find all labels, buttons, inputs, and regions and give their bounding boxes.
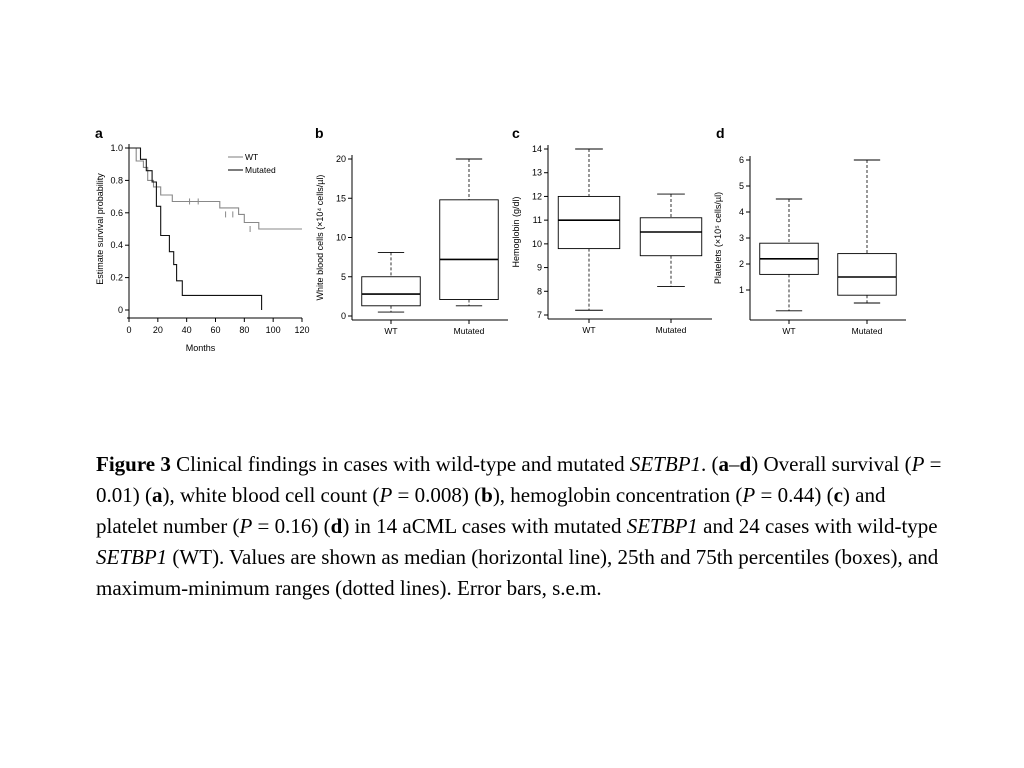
y-tick-label: 0.4 [110, 240, 123, 250]
caption-gene: SETBP1 [626, 514, 698, 538]
y-tick-label: 0 [341, 311, 346, 321]
x-tick-label: 0 [126, 325, 131, 335]
caption-panel-ref: c [833, 483, 843, 507]
y-axis-label: Hemoglobin (g/dl) [511, 196, 521, 267]
x-tick-label: Mutated [656, 325, 687, 335]
box-iqr [439, 199, 499, 300]
caption-text: = 0.01) ( [96, 452, 942, 507]
y-tick-label: 1.0 [110, 143, 123, 153]
legend-label-wt: WT [245, 152, 258, 162]
x-tick-label: Mutated [852, 326, 883, 336]
x-tick-label: 80 [239, 325, 249, 335]
box-iqr [837, 253, 897, 296]
series-line-mutated [129, 147, 263, 310]
box-iqr [557, 195, 621, 250]
y-tick-label: 11 [533, 215, 542, 225]
y-tick-label: 15 [336, 193, 346, 203]
caption-panel-ref: b [481, 483, 493, 507]
y-tick-label: 0.2 [110, 273, 123, 283]
y-tick-label: 20 [336, 154, 346, 164]
caption-text: and 24 cases with wild-type [697, 514, 938, 538]
y-tick-label: 0.6 [110, 208, 123, 218]
x-tick-label: 120 [294, 325, 309, 335]
caption-figure-label: Figure 3 [96, 452, 171, 476]
caption-text: ), white blood cell count ( [162, 483, 380, 507]
y-axis-label: White blood cells (×10⁴ cells/µl) [315, 175, 325, 301]
caption-text: (WT). Values are shown as median (horizo… [96, 545, 939, 600]
y-tick-label: 1 [739, 285, 744, 295]
y-tick-label: 4 [739, 207, 744, 217]
y-tick-label: 6 [739, 155, 744, 165]
y-axis-label: Estimate survival probability [95, 173, 105, 285]
y-tick-label: 10 [336, 233, 346, 243]
y-tick-label: 13 [532, 168, 542, 178]
y-tick-label: 12 [532, 191, 542, 201]
figure-caption: Figure 3 Clinical findings in cases with… [96, 449, 946, 604]
y-tick-label: 5 [739, 181, 744, 191]
panel-label-c: c [512, 125, 520, 141]
caption-text: ) in 14 aCML cases with mutated [342, 514, 627, 538]
x-tick-label: WT [582, 325, 595, 335]
x-tick-label: 40 [182, 325, 192, 335]
y-tick-label: 14 [532, 144, 542, 154]
caption-panel-ref: d [739, 452, 752, 476]
caption-text: ), hemoglobin concentration ( [492, 483, 743, 507]
series-line-wt [129, 147, 302, 230]
y-tick-label: 3 [739, 233, 744, 243]
caption-text: Clinical findings in cases with wild-typ… [170, 452, 630, 476]
panel-label-b: b [315, 125, 324, 141]
caption-text: = 0.16) ( [252, 514, 331, 538]
x-tick-label: 60 [210, 325, 220, 335]
caption-text: = 0.44) ( [755, 483, 834, 507]
caption-panel-ref: a [718, 452, 730, 476]
y-tick-label: 7 [537, 310, 542, 320]
caption-gene: SETBP1 [96, 545, 168, 569]
x-tick-label: WT [782, 326, 795, 336]
y-tick-label: 5 [341, 272, 346, 282]
panel-label-d: d [716, 125, 725, 141]
caption-panel-ref: d [330, 514, 343, 538]
x-axis-label: Months [186, 343, 216, 353]
caption-p-symbol: P [379, 483, 393, 507]
y-tick-label: 9 [537, 263, 542, 273]
caption-panel-ref: a [152, 483, 163, 507]
panel-label-a: a [95, 125, 103, 141]
y-axis-label: Platelets (×10⁵ cells/µl) [713, 192, 723, 284]
caption-p-symbol: P [239, 514, 253, 538]
x-tick-label: 100 [266, 325, 281, 335]
caption-p-symbol: P [742, 483, 756, 507]
x-tick-label: WT [384, 326, 397, 336]
y-tick-label: 0 [118, 305, 123, 315]
legend-label-mutated: Mutated [245, 165, 276, 175]
x-tick-label: 20 [153, 325, 163, 335]
y-tick-label: 8 [537, 286, 542, 296]
caption-text: = 0.008) ( [392, 483, 482, 507]
y-tick-label: 10 [532, 239, 542, 249]
x-tick-label: Mutated [454, 326, 485, 336]
box-iqr [639, 217, 703, 257]
y-tick-label: 0.8 [110, 175, 123, 185]
caption-p-symbol: P [911, 452, 925, 476]
y-tick-label: 2 [739, 259, 744, 269]
caption-text: ) and platelet number ( [96, 483, 886, 538]
caption-text: . ( [701, 452, 719, 476]
caption-gene: SETBP1 [629, 452, 702, 476]
caption-text: ) Overall survival ( [751, 452, 912, 476]
figure-3-panels: a00.20.40.60.81.00 20 40 60 80 100 120MonthsEs… [95, 125, 906, 353]
box-iqr [361, 276, 421, 307]
caption-text: – [729, 452, 740, 476]
